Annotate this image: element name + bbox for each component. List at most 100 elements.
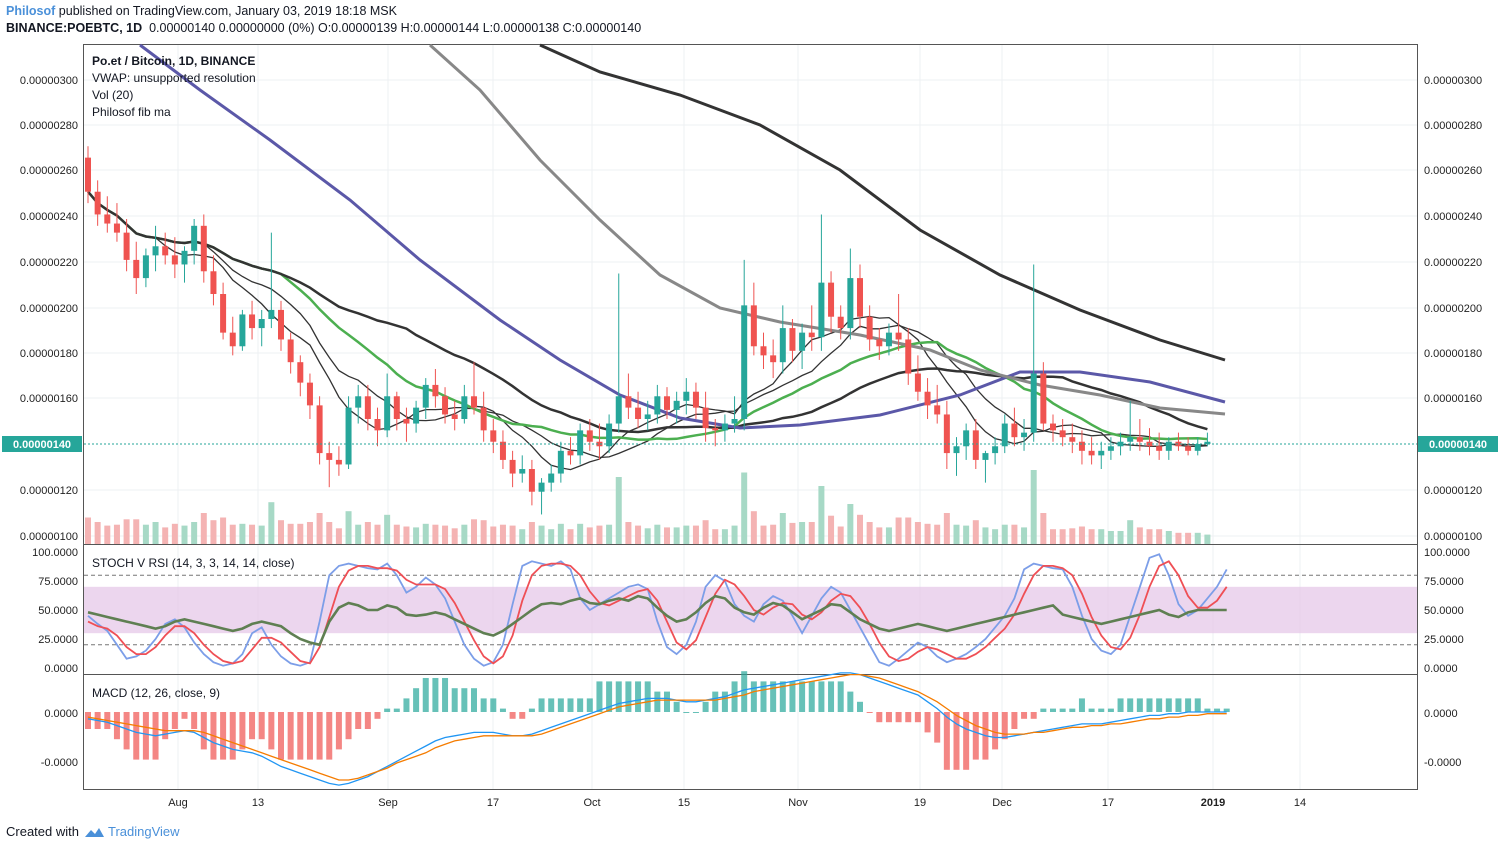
candle — [229, 316, 236, 356]
candle — [471, 362, 477, 415]
volume-bar — [422, 523, 429, 544]
candle — [673, 391, 680, 424]
macd-histogram-bar — [866, 712, 873, 713]
last-price-tag-left-bg — [2, 436, 82, 452]
candle-body — [1185, 446, 1192, 451]
macd-histogram-bar — [1214, 708, 1221, 712]
candle-body — [828, 282, 835, 317]
price-label-right: 0.00000120 — [1424, 485, 1482, 497]
candle — [837, 305, 844, 340]
volume-bar — [914, 522, 921, 544]
ma-line-gray — [428, 43, 1226, 416]
candle-body — [577, 430, 584, 456]
macd-histogram-bar — [1194, 698, 1201, 712]
candle-body — [1001, 423, 1008, 447]
volume-bar — [229, 524, 236, 544]
candle-body — [287, 339, 294, 363]
publisher-link[interactable]: Philosof — [6, 4, 56, 18]
volume-bar — [1127, 520, 1134, 544]
candle-body — [181, 250, 188, 265]
volume-bar — [94, 522, 101, 544]
macd-histogram-bar — [1156, 698, 1163, 712]
macd-histogram-bar — [972, 712, 979, 760]
price-label-right: 0.00000260 — [1424, 165, 1482, 177]
candle-body — [422, 384, 429, 408]
candle — [1030, 264, 1037, 442]
macd-histogram-bar — [779, 681, 786, 712]
candle-body — [471, 396, 477, 408]
main-legend: Po.et / Bitcoin, 1D, BINANCE VWAP: unsup… — [92, 54, 256, 119]
volume-bar — [393, 524, 400, 544]
candle-body — [1107, 446, 1114, 451]
candle-body — [972, 430, 979, 460]
macd-histogram-bar — [712, 691, 719, 712]
volume-bar — [220, 517, 227, 544]
volume-bar — [577, 523, 584, 544]
volume-bar — [692, 525, 699, 544]
macd-histogram-bar — [432, 678, 439, 712]
macd-histogram-bar — [808, 681, 815, 712]
volume-bar — [644, 528, 651, 544]
candle — [683, 378, 690, 415]
volume-bar — [1165, 531, 1172, 544]
volume-bar — [1021, 527, 1028, 544]
candle — [934, 384, 941, 424]
candle — [480, 391, 487, 442]
volume-bar — [162, 527, 169, 544]
volume-bar — [818, 486, 825, 544]
last-price-left: 0.00000140 — [13, 439, 71, 451]
stoch-label-right: 25.0000 — [1424, 634, 1464, 646]
macd-histogram-bar — [538, 698, 545, 712]
macd-histogram-bar — [133, 712, 140, 760]
macd-histogram-bar — [673, 701, 680, 712]
candle-body — [683, 391, 690, 401]
candle — [432, 369, 439, 408]
candle — [857, 264, 863, 329]
candle — [442, 387, 449, 424]
macd-histogram-bar — [509, 712, 516, 719]
candle — [1194, 437, 1201, 456]
volume-bar — [1088, 529, 1095, 544]
candle — [615, 273, 622, 433]
candlesticks[interactable] — [85, 146, 1211, 515]
candle-body — [113, 223, 120, 233]
volume-bar — [972, 520, 979, 544]
candle-body — [712, 428, 719, 431]
time-label: 14 — [1294, 797, 1306, 809]
macd-histogram-bar — [837, 681, 844, 712]
symbol-line: BINANCE:POEBTC, 1D — [6, 21, 143, 35]
volume-bar — [191, 522, 198, 544]
candle-body — [654, 396, 661, 415]
candle — [249, 300, 256, 340]
candle-body — [557, 450, 564, 474]
candle — [1088, 437, 1095, 465]
volume-bar — [799, 522, 806, 544]
macd-panel-border — [83, 674, 1418, 790]
candle — [393, 391, 400, 431]
tradingview-link[interactable]: TradingView — [83, 824, 180, 839]
candle — [374, 407, 381, 447]
stoch-d-line — [87, 560, 1228, 665]
candle-body — [1011, 423, 1018, 438]
tradingview-brand: TradingView — [107, 824, 180, 839]
rsi-line — [87, 594, 1227, 647]
volume-bar — [1069, 528, 1076, 544]
macd-histogram-bar — [924, 712, 931, 733]
volume-bar — [85, 517, 91, 544]
macd-histogram-bar — [1175, 698, 1182, 712]
macd-histogram-bar — [258, 712, 265, 740]
volume-bar — [509, 525, 516, 544]
macd-label-left: -0.0000 — [41, 757, 78, 769]
volume-bar — [1059, 529, 1066, 544]
macd-histogram-bar — [191, 712, 198, 729]
macd-histogram-bar — [85, 712, 91, 729]
volume-bar — [1194, 532, 1201, 544]
macd-histogram-bar — [306, 712, 313, 760]
ma-line-long — [539, 43, 1226, 362]
volume-bar — [789, 522, 796, 544]
candle-body — [818, 282, 825, 338]
candle-body — [258, 319, 265, 329]
panel-borders — [83, 44, 1418, 790]
macd-histogram-bar — [442, 678, 449, 712]
